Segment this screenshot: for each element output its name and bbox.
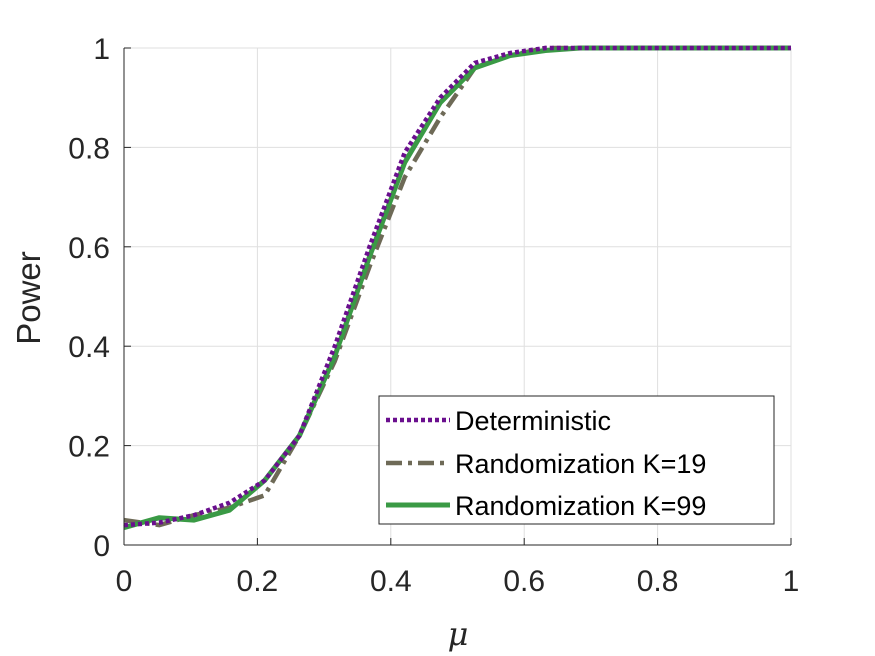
series-group — [123, 45, 791, 531]
y-tick-label-4: 0.8 — [68, 132, 110, 165]
x-tick-label-2: 0.4 — [370, 565, 412, 598]
x-axis-label: μ — [448, 615, 469, 653]
y-tick-label-0: 0 — [93, 530, 110, 563]
y-tick-label-1: 0.2 — [68, 431, 110, 464]
y-tick-label-3: 0.6 — [68, 232, 110, 265]
y-tick-label-2: 0.4 — [68, 331, 110, 364]
x-tick-label-5: 1 — [783, 565, 800, 598]
x-tick-label-0: 0 — [116, 565, 133, 598]
y-tick-label-5: 1 — [93, 33, 110, 66]
x-tick-label-4: 0.8 — [637, 565, 679, 598]
legend-label-deterministic: Deterministic — [455, 406, 611, 436]
x-tick-label-1: 0.2 — [237, 565, 279, 598]
axes — [123, 47, 792, 546]
legend: Deterministic Randomization K=19 Randomi… — [378, 395, 775, 525]
y-axis-label: Power — [10, 251, 47, 345]
tick-labels: 0 0.2 0.4 0.6 0.8 1 0 0.2 0.4 0.6 0.8 1 — [68, 33, 799, 598]
legend-label-k19: Randomization K=19 — [455, 449, 706, 479]
legend-label-k99: Randomization K=99 — [455, 491, 706, 521]
series-line-deterministic — [123, 45, 791, 528]
x-tick-label-3: 0.6 — [503, 565, 545, 598]
